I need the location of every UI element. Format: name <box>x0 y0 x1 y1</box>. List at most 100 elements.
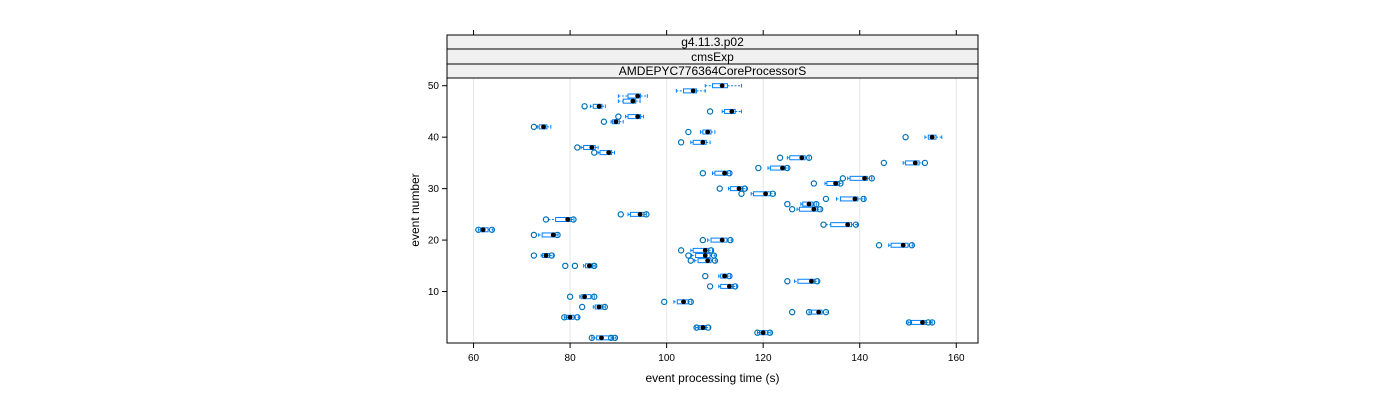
x-tick-label: 160 <box>948 353 965 364</box>
median-dot <box>722 273 727 279</box>
outlier-point <box>738 190 745 197</box>
outlier-point <box>755 164 762 172</box>
box-row <box>687 257 719 264</box>
outlier-point <box>488 226 496 233</box>
strip-group: g4.11.3.p02 cmsExp AMDEPYC776364CoreProc… <box>446 34 979 79</box>
outlier-point <box>685 128 692 136</box>
box-row <box>755 164 791 172</box>
box <box>599 150 613 156</box>
outlier-point <box>706 283 714 290</box>
outlier-point <box>699 169 707 177</box>
outlier-point <box>908 242 916 249</box>
outlier-point <box>716 185 723 192</box>
box <box>729 186 744 192</box>
box-row <box>566 293 598 300</box>
box-row <box>600 118 624 125</box>
median-dot <box>799 155 805 161</box>
outlier-point <box>814 278 821 285</box>
box <box>622 98 637 104</box>
box-row <box>617 98 641 104</box>
box-row <box>530 252 555 259</box>
box-row <box>588 334 619 342</box>
box-row <box>581 103 606 110</box>
box <box>541 232 557 238</box>
box <box>710 237 728 243</box>
outlier-point <box>581 103 588 110</box>
box-row <box>675 88 706 94</box>
median-dot <box>599 335 604 341</box>
outlier-point <box>542 216 550 223</box>
outlier-point <box>727 236 734 244</box>
median-dot <box>582 294 587 300</box>
box-row <box>685 252 718 259</box>
y-tick-label: 20 <box>428 236 440 247</box>
outlier-point <box>769 190 777 197</box>
box <box>905 160 920 166</box>
box-row <box>784 200 820 208</box>
outlier-point <box>562 262 569 270</box>
box-row <box>784 278 821 285</box>
outlier-point <box>805 308 813 316</box>
outlier-point <box>784 200 791 208</box>
box-row <box>661 298 694 306</box>
outlier-point <box>810 180 818 187</box>
box-row <box>788 308 830 316</box>
grid-lines <box>473 78 957 343</box>
box-row <box>880 159 929 167</box>
y-tick-label: 10 <box>428 287 440 298</box>
median-dot <box>912 160 918 166</box>
outlier-point <box>706 108 714 115</box>
median-dot <box>806 201 812 207</box>
outlier-point <box>677 247 685 254</box>
box-row <box>578 303 609 311</box>
x-axis-label: event processing time (s) <box>645 371 779 385</box>
y-axis-label: event number <box>408 173 422 246</box>
median-dot <box>780 165 785 171</box>
median-dot <box>635 93 641 99</box>
outlier-point <box>611 334 619 342</box>
outlier-point <box>570 216 577 223</box>
box-row <box>822 195 867 203</box>
outlier-point <box>805 154 813 161</box>
box <box>826 180 840 186</box>
median-dot <box>587 263 592 269</box>
median-dot <box>700 139 706 145</box>
outlier-point <box>643 211 650 218</box>
outlier-point <box>677 139 685 146</box>
y-tick-label: 40 <box>428 133 440 144</box>
outlier-point <box>661 298 668 306</box>
outlier-point <box>776 154 784 161</box>
median-dot <box>760 330 766 336</box>
box-row <box>716 185 749 192</box>
median-dot <box>637 211 643 217</box>
outlier-point <box>600 118 608 125</box>
median-dot <box>852 196 858 202</box>
median-dot <box>705 258 711 264</box>
median-dot <box>596 304 602 310</box>
box <box>580 294 592 300</box>
median-dot <box>900 242 906 248</box>
box-row <box>685 128 716 136</box>
box-row <box>591 149 616 156</box>
outlier-point <box>548 252 555 259</box>
outlier-point <box>788 206 796 213</box>
box-row <box>810 180 844 187</box>
x-tick-label: 100 <box>658 353 675 364</box>
outlier-point <box>704 324 712 331</box>
box-row <box>905 319 936 326</box>
outlier-point <box>731 283 739 290</box>
outlier-point <box>875 242 883 249</box>
y-tick-label: 50 <box>428 81 440 92</box>
outlier-point <box>601 303 609 311</box>
strip-2-label: cmsExp <box>691 50 734 64</box>
median-dot <box>681 299 686 305</box>
outlier-point <box>617 211 624 218</box>
median-dot <box>690 88 696 94</box>
box <box>712 83 728 89</box>
outlier-point <box>788 308 796 316</box>
box <box>683 88 698 94</box>
outlier-point <box>578 303 586 311</box>
outlier-point <box>822 195 830 203</box>
box-row <box>699 169 733 177</box>
